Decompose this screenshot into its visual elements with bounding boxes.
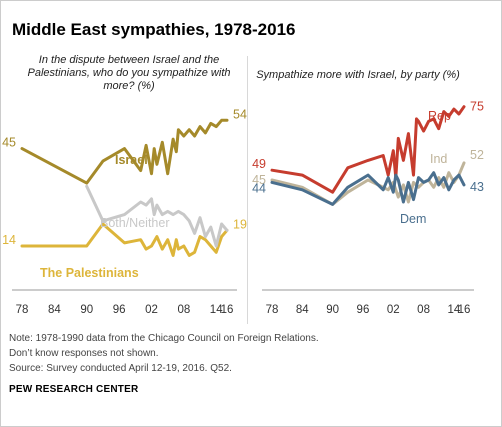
panel-divider <box>247 56 248 324</box>
x-tick-label: 84 <box>296 304 309 316</box>
start-value-label: 49 <box>252 157 266 171</box>
series-line-ind <box>270 161 466 206</box>
end-value-label: 75 <box>470 100 484 114</box>
x-tick-label: 08 <box>177 304 190 316</box>
x-tick-label: 96 <box>113 304 126 316</box>
start-value-label: 44 <box>252 181 266 195</box>
x-tick-label: 16 <box>458 304 471 316</box>
left-chart-title: In the dispute between Israel and the Pa… <box>27 54 231 92</box>
x-tick-label: 14 <box>210 304 223 316</box>
series-line-israel <box>20 118 229 185</box>
series-line-both-neither <box>85 184 229 248</box>
series-name-label: The Palestinians <box>40 266 139 280</box>
note-survey: Source: Survey conducted April 12-19, 20… <box>9 363 232 374</box>
series-name-label: Dem <box>400 212 426 226</box>
note-data-source: Note: 1978-1990 data from the Chicago Co… <box>9 333 319 344</box>
series-line-the-palestinians <box>20 222 229 257</box>
page-title: Middle East sympathies, 1978-2016 <box>12 20 296 39</box>
series-name-label: Rep <box>428 109 451 123</box>
x-tick-label: 78 <box>266 304 279 316</box>
start-value-label: 45 <box>2 136 16 150</box>
x-tick-label: 84 <box>48 304 61 316</box>
x-tick-label: 02 <box>387 304 400 316</box>
x-tick-label: 90 <box>326 304 339 316</box>
x-tick-label: 08 <box>417 304 430 316</box>
series-line-rep <box>270 105 466 194</box>
start-value-label: 45 <box>252 173 266 187</box>
x-tick-label: 78 <box>16 304 29 316</box>
series-name-label: Israel <box>115 153 148 167</box>
credit-label: PEW RESEARCH CENTER <box>9 384 139 395</box>
series-line-dem <box>270 171 466 206</box>
x-tick-label: 02 <box>145 304 158 316</box>
x-tick-label: 96 <box>357 304 370 316</box>
end-value-label: 19 <box>233 217 247 231</box>
x-tick-label: 14 <box>447 304 460 316</box>
note-dont-know: Don’t know responses not shown. <box>9 348 159 359</box>
start-value-label: 14 <box>2 233 16 247</box>
end-value-label: 52 <box>470 148 484 162</box>
end-value-label: 43 <box>470 180 484 194</box>
x-tick-label: 16 <box>221 304 234 316</box>
x-tick-label: 90 <box>80 304 93 316</box>
end-value-label: 54 <box>233 107 247 121</box>
series-name-label: Both/Neither <box>100 216 169 230</box>
right-chart-title: Sympathize more with Israel, by party (%… <box>256 69 460 81</box>
series-name-label: Ind <box>430 152 447 166</box>
